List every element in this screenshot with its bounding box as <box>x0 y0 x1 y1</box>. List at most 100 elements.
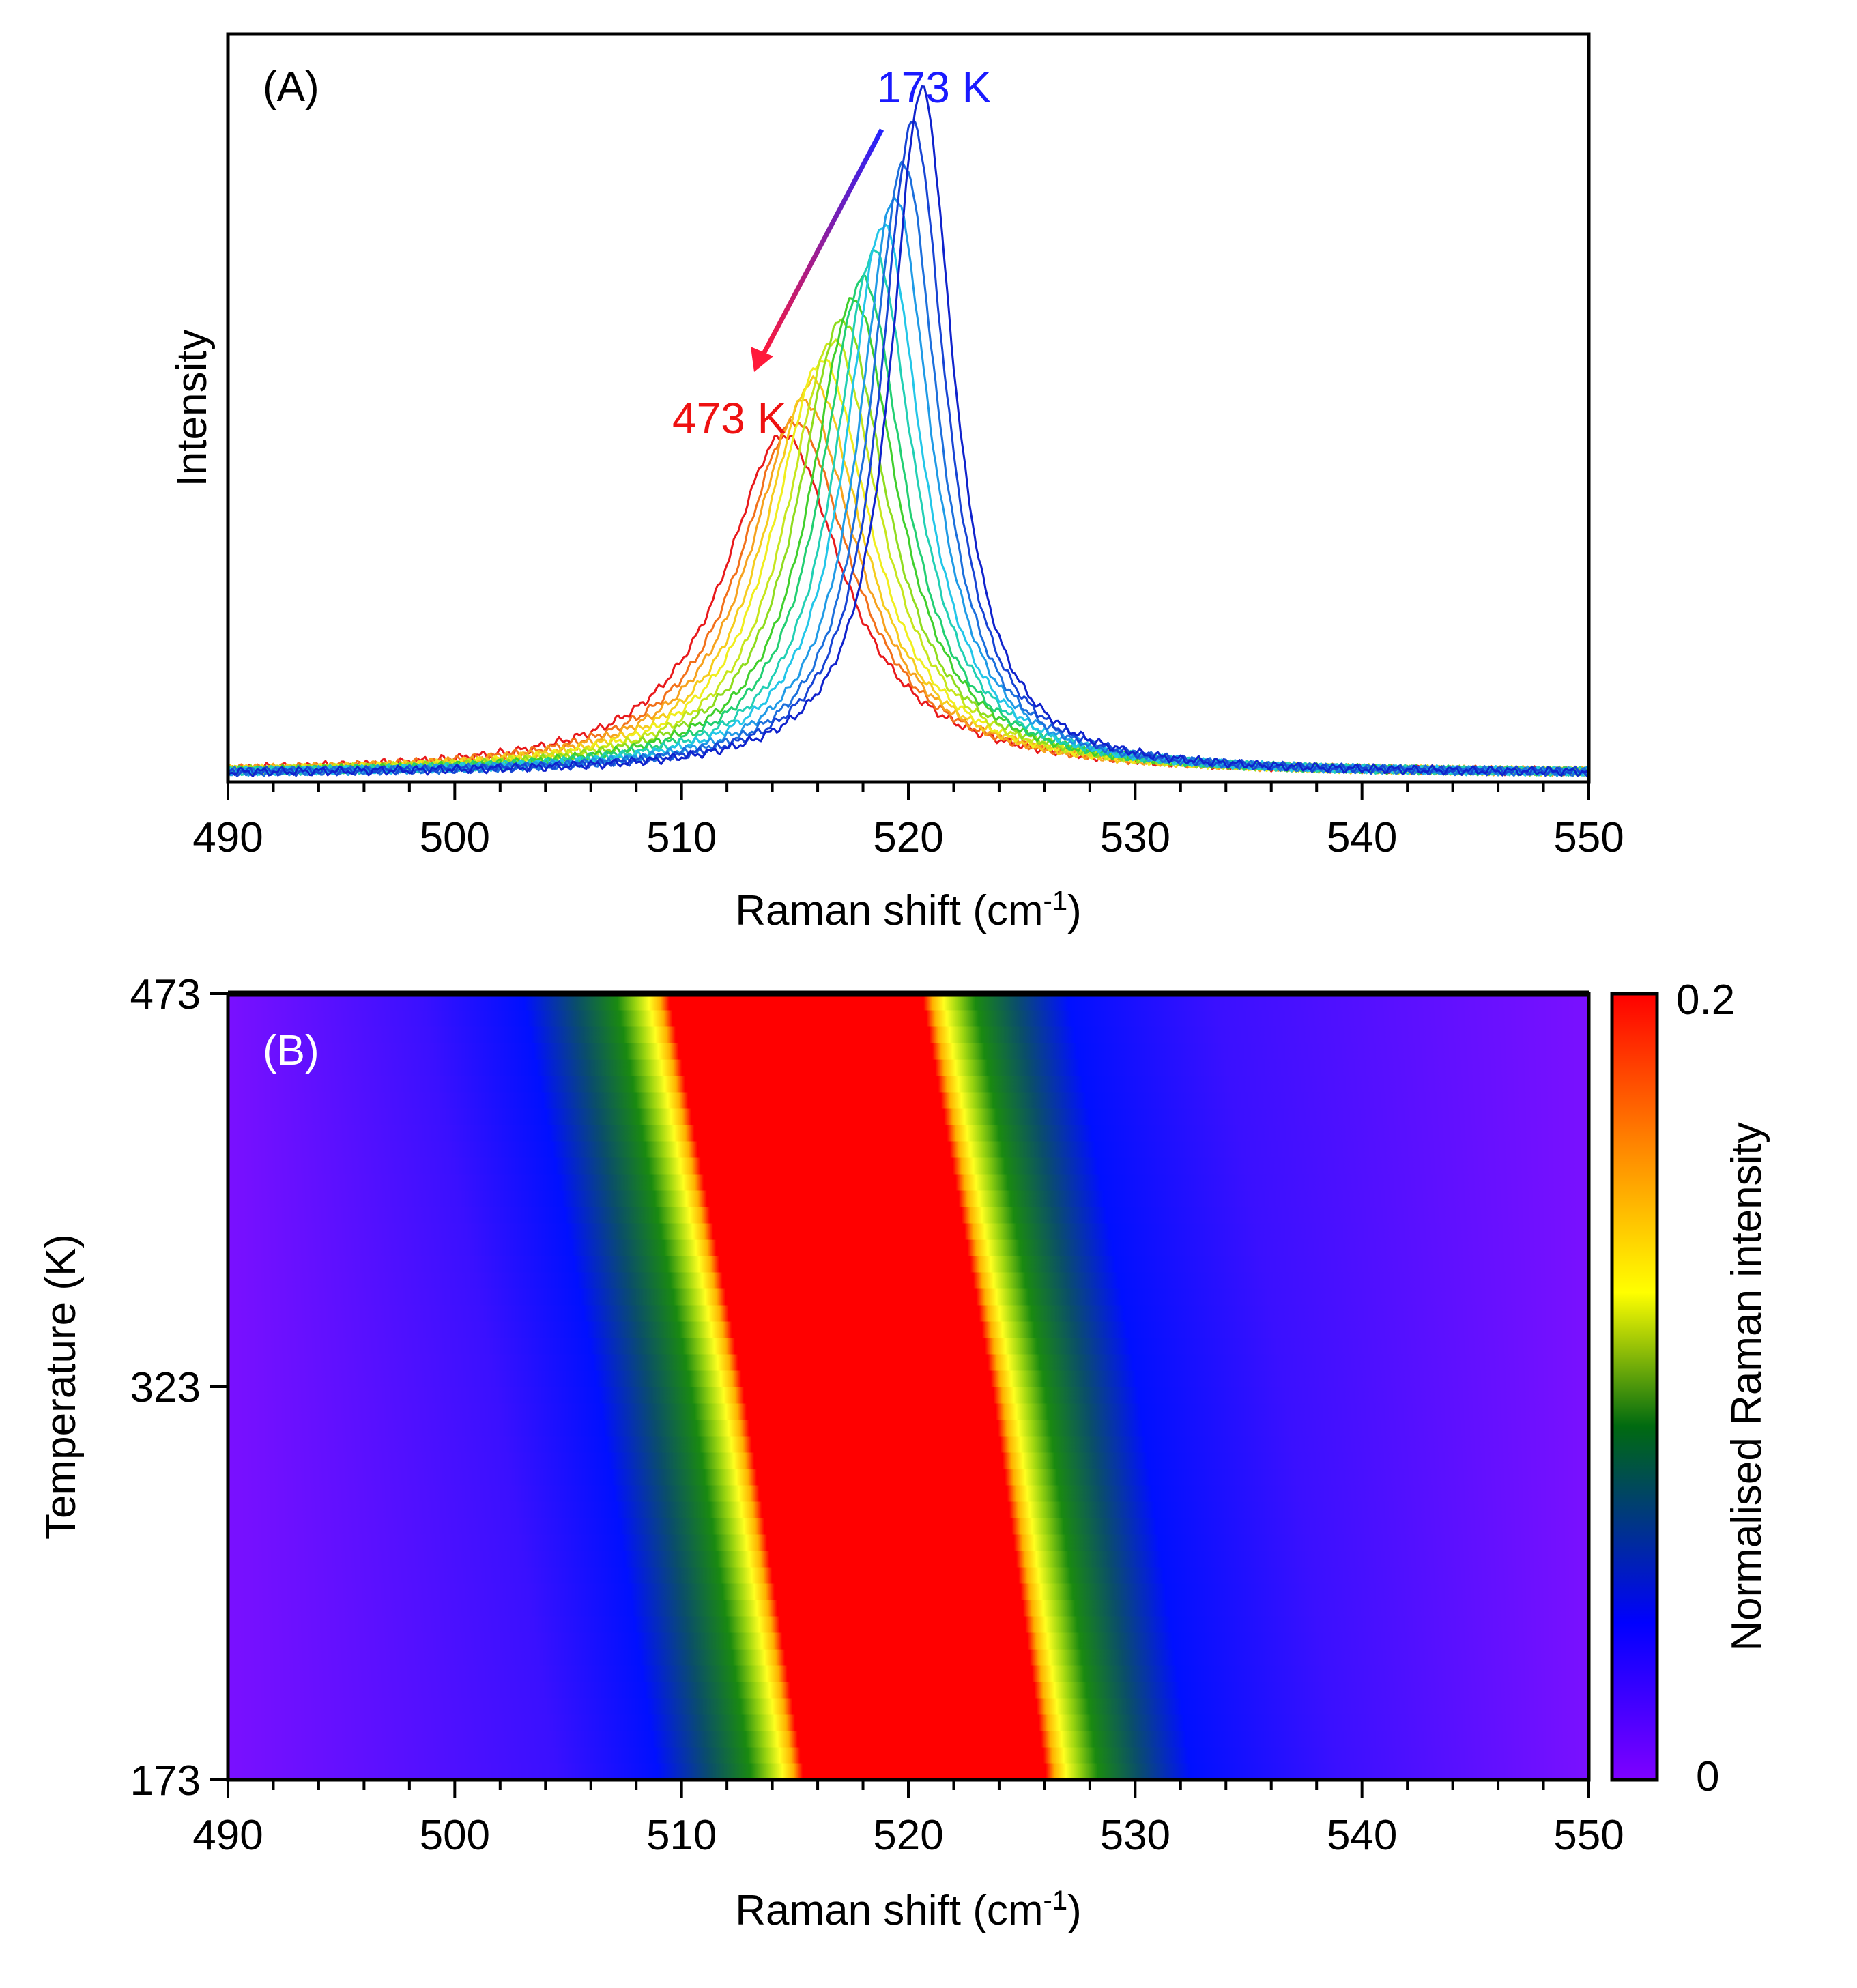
heatmap-row <box>228 1665 1589 1682</box>
panel-a-x-tick-labels: 490 500 510 520 530 540 550 <box>192 814 1624 861</box>
heatmap-row <box>228 1550 1589 1568</box>
spectrum-473K <box>228 435 1589 777</box>
heatmap-row <box>228 1140 1589 1158</box>
x-axis-a-tick-label: 500 <box>420 814 490 861</box>
panel-b-x-tick-labels: 490 500 510 520 530 540 550 <box>192 1812 1624 1859</box>
heatmap-image <box>228 994 1589 1780</box>
xlabel-close: ) <box>1067 1887 1082 1934</box>
heatmap-row <box>228 1615 1589 1633</box>
heatmap-row <box>228 1239 1589 1256</box>
xlabel-superscript: -1 <box>1043 886 1068 916</box>
x-axis-b-tick-label: 550 <box>1553 1812 1624 1859</box>
spectrum-323K <box>228 297 1589 777</box>
heatmap-row <box>228 1648 1589 1666</box>
heatmap-row <box>228 1583 1589 1600</box>
heatmap-row <box>228 1681 1589 1699</box>
xlabel-superscript: -1 <box>1043 1886 1068 1916</box>
heatmap-row <box>228 1222 1589 1240</box>
heatmap-row <box>228 1697 1589 1715</box>
xlabel-panel-b: Raman shift (cm-1) <box>735 1886 1082 1934</box>
panel-b-heatmap: 490 500 510 520 530 540 550 173 323 473 (B) Temp… <box>38 971 1770 1934</box>
heatmap-row <box>228 1255 1589 1273</box>
heatmap-row <box>228 1075 1589 1093</box>
colorbar-label: Normalised Raman intensity <box>1723 1122 1770 1651</box>
ylabel-temperature: Temperature (K) <box>38 1234 85 1540</box>
spectrum-237K <box>228 197 1589 777</box>
temperature-arrowhead <box>751 347 773 372</box>
xlabel-main: Raman shift (cm <box>735 1887 1043 1934</box>
heatmap-row <box>228 1435 1589 1453</box>
heatmap-row <box>228 1386 1589 1404</box>
heatmap-row <box>228 1009 1589 1027</box>
xlabel-panel-a: Raman shift (cm-1) <box>735 886 1082 934</box>
heatmap-row <box>228 1321 1589 1338</box>
heatmap-row <box>228 1304 1589 1322</box>
colorbar: 0.2 0 Normalised Raman intensity <box>1610 977 1770 1800</box>
heatmap-row <box>228 1042 1589 1060</box>
panel-a-x-ticks <box>227 782 1590 800</box>
colorbar-min-label: 0 <box>1696 1753 1719 1800</box>
heatmap-row <box>228 1271 1589 1289</box>
x-axis-b-tick-label: 530 <box>1100 1812 1170 1859</box>
spectra-curves <box>228 85 1589 777</box>
heatmap-row <box>228 1452 1589 1469</box>
spectrum-194K <box>228 121 1589 777</box>
heatmap-row <box>228 1533 1589 1551</box>
heatmap-row <box>228 1370 1589 1387</box>
spectrum-452K <box>228 418 1589 777</box>
heatmap-row <box>228 1730 1589 1748</box>
y-axis-b-tick-label: 173 <box>130 1757 201 1804</box>
xlabel-close: ) <box>1067 887 1082 934</box>
x-axis-a-tick-label: 490 <box>192 814 263 861</box>
heatmap-row <box>228 1190 1589 1207</box>
heatmap-row <box>228 1157 1589 1175</box>
x-axis-a-tick-label: 540 <box>1327 814 1397 861</box>
label-173k: 173 K <box>877 63 991 112</box>
heatmap-row <box>228 1124 1589 1142</box>
xlabel-main: Raman shift (cm <box>735 887 1043 934</box>
panel-a-spectra: 490 500 510 520 530 540 550 (A) Intensity Rama… <box>169 32 1624 934</box>
heatmap-row <box>228 1353 1589 1371</box>
heatmap-row <box>228 1288 1589 1306</box>
heatmap-row <box>228 1566 1589 1584</box>
heatmap-row <box>228 1337 1589 1355</box>
heatmap-row <box>228 1714 1589 1731</box>
spectrum-173K <box>228 85 1589 777</box>
colorbar-fill <box>1610 992 1659 1782</box>
heatmap-row <box>228 1206 1589 1224</box>
heatmap-row <box>228 1501 1589 1518</box>
x-axis-b-tick-label: 540 <box>1327 1812 1397 1859</box>
heatmap-row <box>228 1468 1589 1486</box>
x-axis-b-tick-label: 510 <box>646 1812 717 1859</box>
x-axis-a-tick-label: 550 <box>1553 814 1624 861</box>
spectrum-430K <box>228 399 1589 777</box>
spectrum-344K <box>228 318 1589 777</box>
x-axis-a-tick-label: 510 <box>646 814 717 861</box>
spectrum-280K <box>228 249 1589 777</box>
x-axis-a-tick-label: 530 <box>1100 814 1170 861</box>
heatmap-row <box>228 1599 1589 1617</box>
spectrum-409K <box>228 375 1589 777</box>
panel-b-y-ticks: 173 323 473 <box>130 971 228 1804</box>
y-axis-b-tick-label: 323 <box>130 1364 201 1411</box>
heatmap-row <box>228 1632 1589 1650</box>
panel-a-label: (A) <box>263 63 319 111</box>
heatmap-row <box>228 1517 1589 1535</box>
temperature-arrow <box>760 128 884 358</box>
colorbar-max-label: 0.2 <box>1676 977 1735 1024</box>
x-axis-b-tick-label: 490 <box>192 1812 263 1859</box>
heatmap-row <box>228 1108 1589 1125</box>
heatmap-row <box>228 1026 1589 1043</box>
heatmap-row <box>228 1402 1589 1420</box>
x-axis-b-tick-label: 520 <box>873 1812 943 1859</box>
heatmap-row <box>228 1484 1589 1502</box>
heatmap-row <box>228 1419 1589 1437</box>
y-axis-b-tick-label: 473 <box>130 971 201 1018</box>
heatmap-row <box>228 1746 1589 1764</box>
spectrum-366K <box>228 338 1589 777</box>
panel-b-label: (B) <box>263 1027 319 1074</box>
x-axis-b-tick-label: 500 <box>420 1812 490 1859</box>
heatmap-row <box>228 1763 1589 1780</box>
panel-b-x-ticks <box>227 1780 1590 1798</box>
